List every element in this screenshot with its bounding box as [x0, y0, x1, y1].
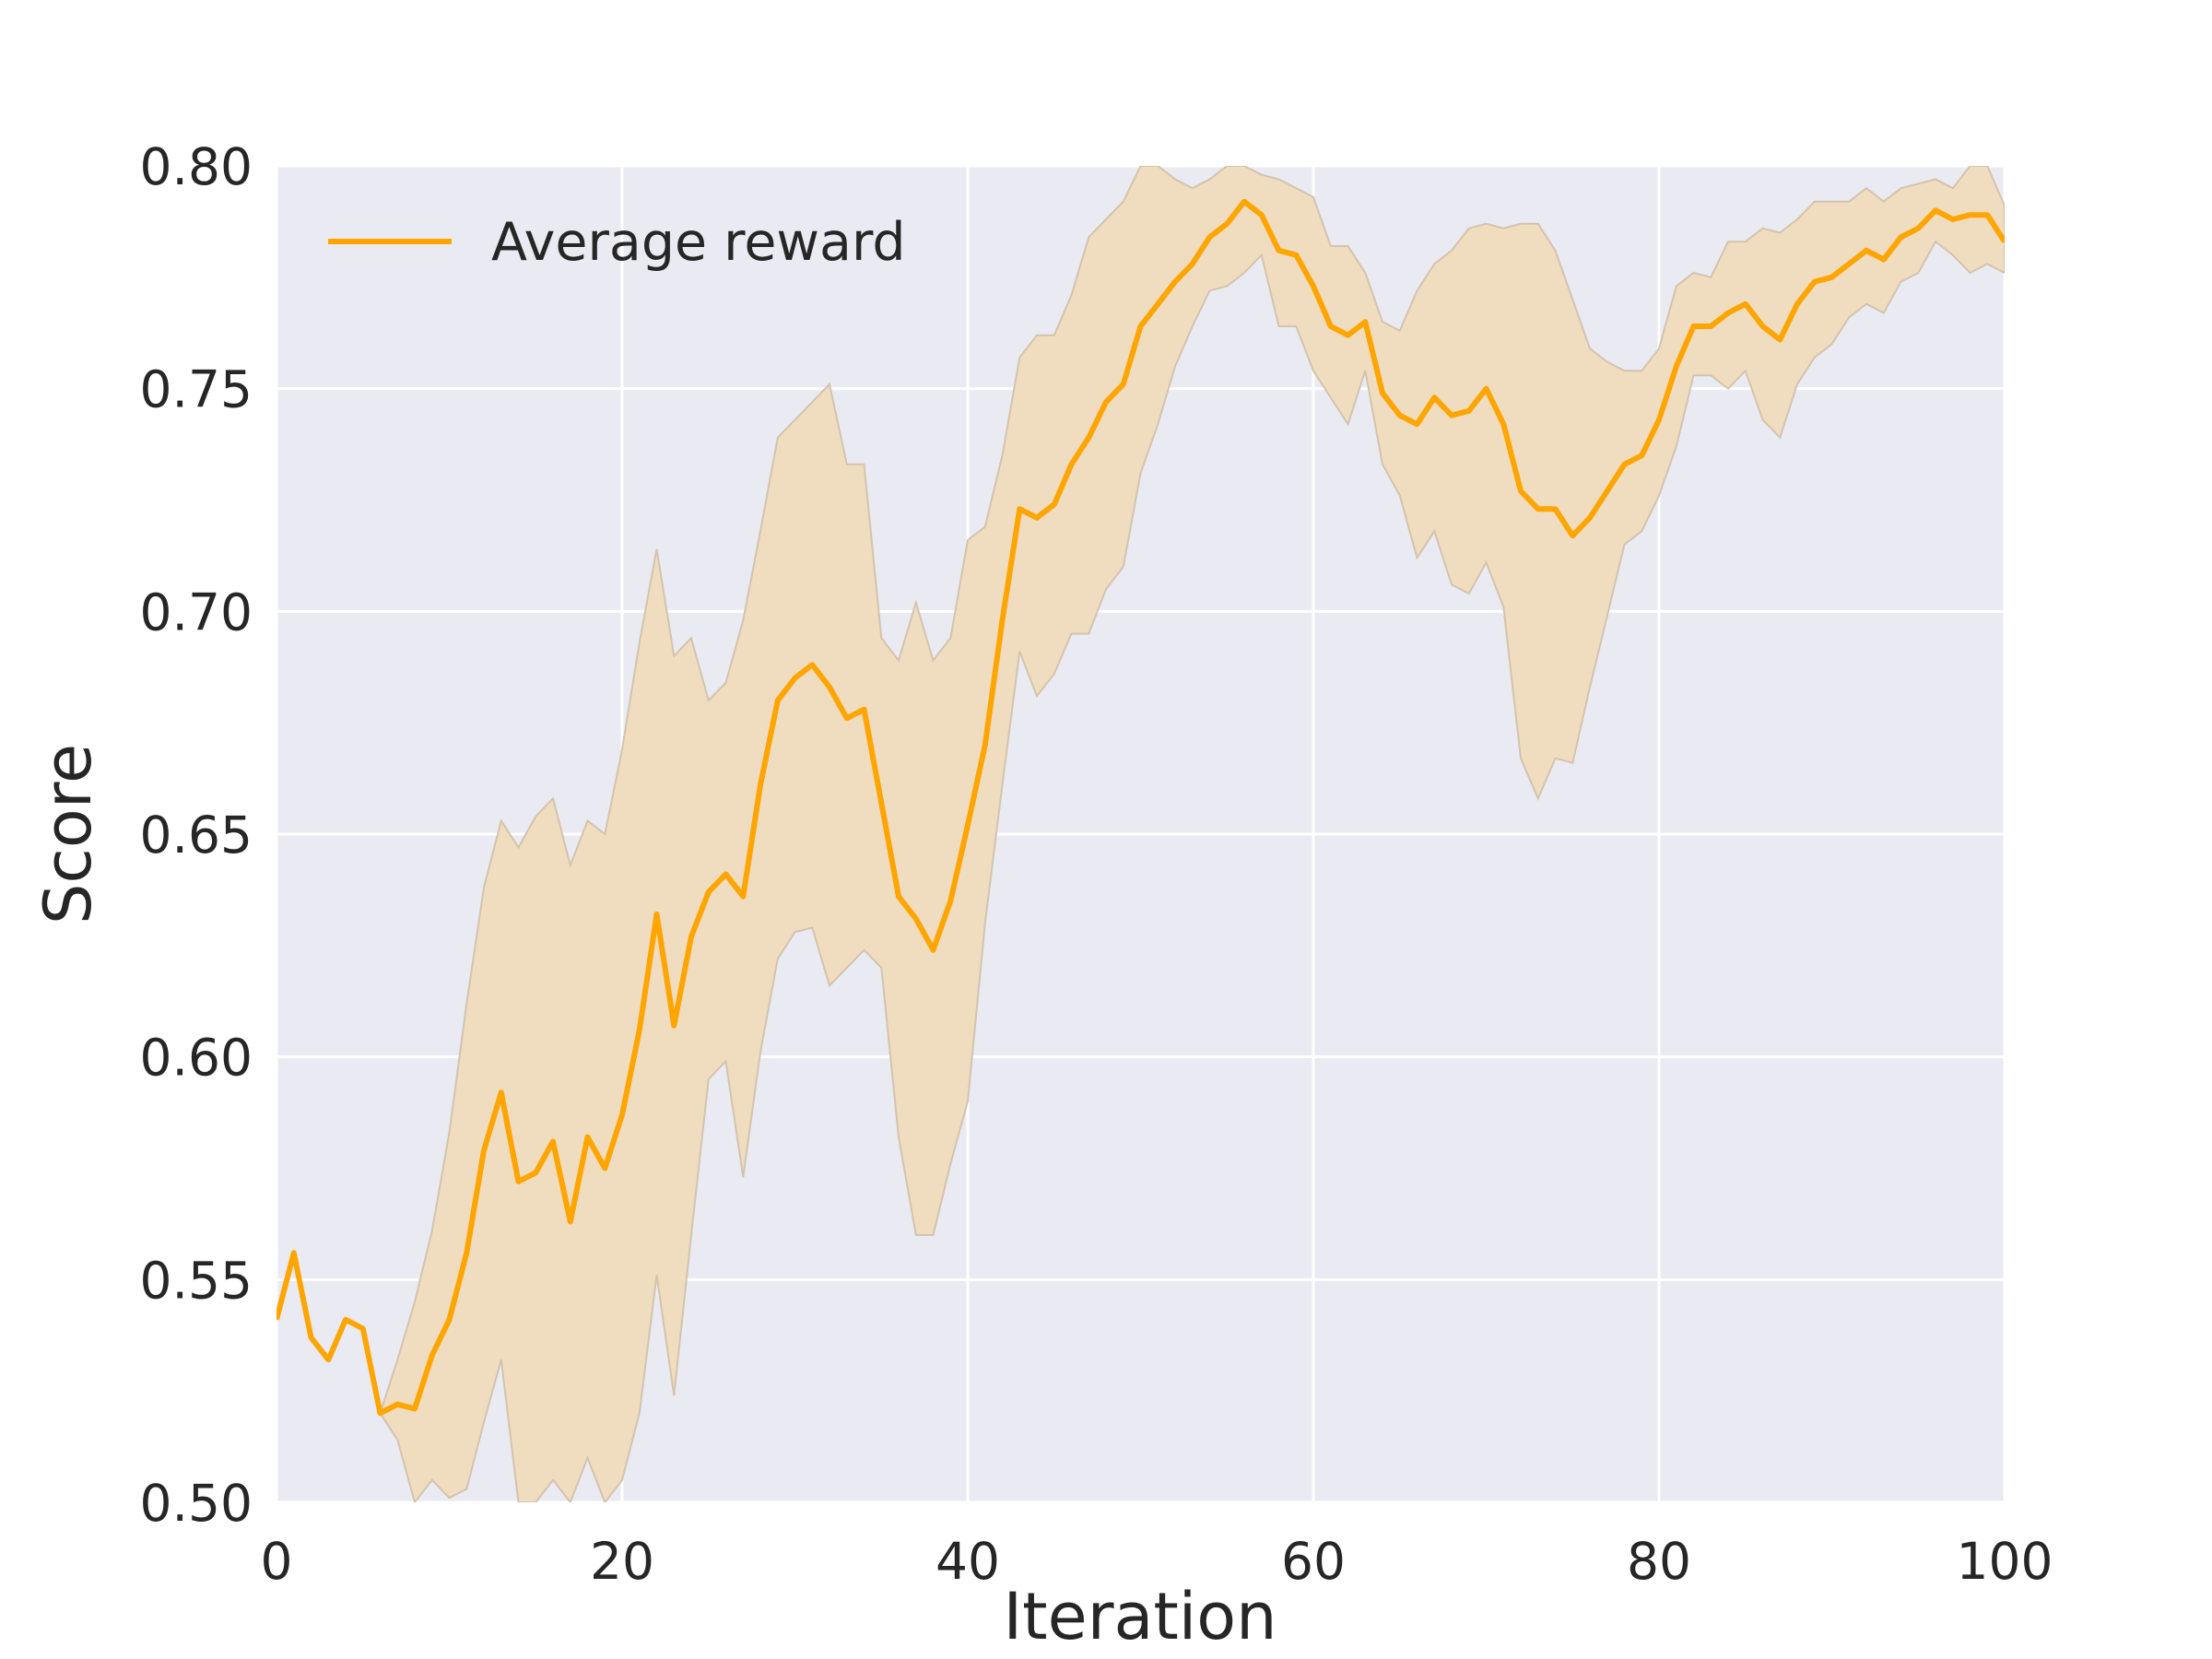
y-tick-label: 0.55: [140, 1251, 253, 1310]
confidence-band: [276, 166, 2005, 1502]
y-tick-label: 0.70: [140, 582, 253, 641]
y-tick-label: 0.60: [140, 1029, 253, 1088]
y-tick-label: 0.65: [140, 806, 253, 865]
y-tick-label: 0.80: [140, 137, 253, 196]
legend: Average reward: [328, 212, 906, 273]
x-tick-label: 60: [1281, 1532, 1346, 1591]
y-tick-labels: 0.50 0.55 0.60 0.65 0.70 0.75 0.80: [140, 137, 253, 1533]
y-tick-label: 0.75: [140, 360, 253, 419]
x-tick-label: 20: [590, 1532, 654, 1591]
y-tick-label: 0.50: [140, 1474, 253, 1533]
y-axis-title: Score: [30, 744, 106, 924]
x-tick-label: 80: [1627, 1532, 1691, 1591]
x-axis-title: Iteration: [1004, 1579, 1277, 1654]
x-tick-label: 100: [1957, 1532, 2053, 1591]
x-tick-label: 40: [935, 1532, 1000, 1591]
legend-label: Average reward: [491, 212, 906, 273]
series-line-average-reward: [276, 198, 2005, 1417]
x-tick-labels: 0 20 40 60 80 100: [261, 1532, 2053, 1591]
x-tick-label: 0: [261, 1532, 293, 1591]
